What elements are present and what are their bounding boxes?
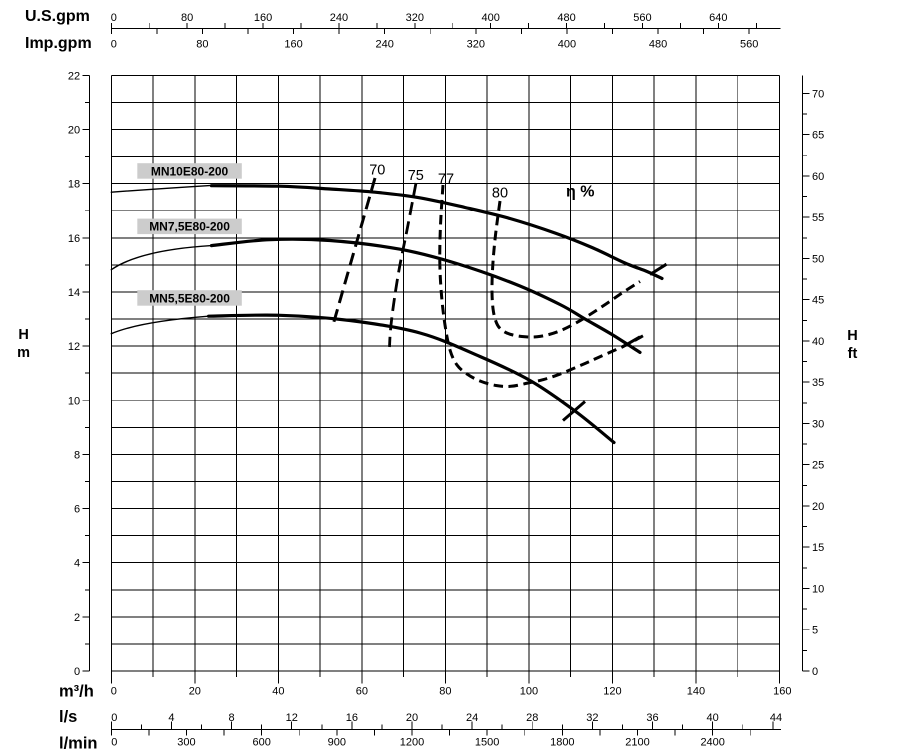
svg-text:2100: 2100 [625, 737, 649, 749]
svg-text:m: m [17, 345, 30, 361]
svg-text:160: 160 [284, 38, 302, 50]
svg-text:Imp.gpm: Imp.gpm [25, 35, 92, 52]
svg-text:40: 40 [812, 336, 824, 348]
svg-text:U.S.gpm: U.S.gpm [25, 8, 90, 25]
svg-text:20: 20 [68, 125, 80, 137]
svg-text:15: 15 [812, 542, 824, 554]
svg-text:η %: η % [566, 184, 594, 201]
svg-text:16: 16 [346, 712, 358, 724]
svg-text:12: 12 [68, 341, 80, 353]
svg-text:60: 60 [356, 686, 368, 698]
svg-text:40: 40 [707, 712, 719, 724]
svg-text:5: 5 [812, 625, 818, 637]
svg-text:0: 0 [812, 666, 818, 678]
svg-text:100: 100 [520, 686, 538, 698]
svg-text:1500: 1500 [475, 737, 499, 749]
svg-text:480: 480 [649, 38, 667, 50]
svg-text:4: 4 [168, 712, 174, 724]
svg-text:75: 75 [408, 168, 424, 184]
svg-text:80: 80 [181, 12, 193, 24]
svg-text:300: 300 [177, 737, 195, 749]
svg-text:140: 140 [687, 686, 705, 698]
svg-text:16: 16 [68, 233, 80, 245]
svg-text:4: 4 [74, 558, 80, 570]
svg-text:MN5,5E80-200: MN5,5E80-200 [149, 291, 230, 305]
svg-text:44: 44 [770, 712, 782, 724]
svg-text:240: 240 [330, 12, 348, 24]
svg-text:160: 160 [773, 686, 791, 698]
svg-text:70: 70 [369, 163, 385, 179]
svg-text:160: 160 [254, 12, 272, 24]
svg-text:14: 14 [68, 287, 80, 299]
svg-text:65: 65 [812, 130, 824, 142]
svg-text:36: 36 [646, 712, 658, 724]
svg-text:80: 80 [492, 185, 508, 201]
svg-text:22: 22 [68, 70, 80, 82]
svg-text:320: 320 [406, 12, 424, 24]
svg-text:18: 18 [68, 179, 80, 191]
svg-text:70: 70 [812, 88, 824, 100]
svg-text:m³/h: m³/h [59, 682, 94, 700]
svg-text:l/min: l/min [59, 735, 98, 753]
svg-text:24: 24 [466, 712, 478, 724]
svg-text:80: 80 [196, 38, 208, 50]
svg-text:28: 28 [526, 712, 538, 724]
svg-text:40: 40 [272, 686, 284, 698]
svg-text:120: 120 [603, 686, 621, 698]
svg-text:560: 560 [633, 12, 651, 24]
svg-text:12: 12 [286, 712, 298, 724]
svg-text:560: 560 [740, 38, 758, 50]
svg-text:640: 640 [709, 12, 727, 24]
svg-text:6: 6 [74, 504, 80, 516]
svg-text:45: 45 [812, 295, 824, 307]
svg-text:240: 240 [376, 38, 394, 50]
svg-text:35: 35 [812, 377, 824, 389]
svg-text:50: 50 [812, 253, 824, 265]
svg-text:80: 80 [439, 686, 451, 698]
svg-text:600: 600 [252, 737, 270, 749]
svg-text:8: 8 [74, 449, 80, 461]
svg-text:H: H [18, 327, 28, 343]
svg-text:20: 20 [406, 712, 418, 724]
svg-text:2: 2 [74, 612, 80, 624]
svg-text:320: 320 [467, 38, 485, 50]
svg-text:MN7,5E80-200: MN7,5E80-200 [149, 220, 230, 234]
svg-text:0: 0 [111, 12, 117, 24]
svg-text:77: 77 [438, 171, 454, 187]
svg-text:H: H [847, 328, 857, 344]
svg-text:55: 55 [812, 212, 824, 224]
svg-text:0: 0 [111, 737, 117, 749]
svg-text:25: 25 [812, 460, 824, 472]
svg-text:0: 0 [111, 38, 117, 50]
svg-text:20: 20 [812, 501, 824, 513]
svg-text:400: 400 [482, 12, 500, 24]
svg-text:8: 8 [229, 712, 235, 724]
svg-text:ft: ft [848, 346, 858, 362]
svg-text:l/s: l/s [59, 708, 77, 726]
svg-text:2400: 2400 [700, 737, 724, 749]
svg-text:32: 32 [586, 712, 598, 724]
svg-text:10: 10 [812, 583, 824, 595]
svg-text:20: 20 [189, 686, 201, 698]
svg-text:60: 60 [812, 171, 824, 183]
svg-text:0: 0 [111, 686, 117, 698]
svg-text:1200: 1200 [400, 737, 424, 749]
svg-text:0: 0 [74, 666, 80, 678]
svg-text:480: 480 [557, 12, 575, 24]
svg-text:900: 900 [328, 737, 346, 749]
svg-text:1800: 1800 [550, 737, 574, 749]
svg-text:400: 400 [558, 38, 576, 50]
svg-text:0: 0 [111, 712, 117, 724]
svg-text:30: 30 [812, 418, 824, 430]
svg-text:10: 10 [68, 395, 80, 407]
svg-text:MN10E80-200: MN10E80-200 [151, 164, 229, 178]
